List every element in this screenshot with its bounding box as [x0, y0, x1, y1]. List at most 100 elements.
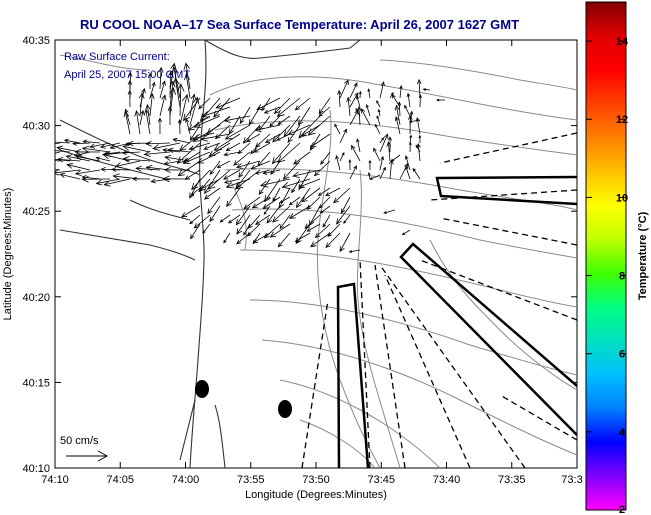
- current-vector-head: [346, 96, 351, 103]
- current-vector-head: [252, 238, 259, 244]
- current-vector: [376, 115, 381, 126]
- current-vector-head: [238, 172, 244, 178]
- current-vector-head: [353, 165, 357, 170]
- current-vector: [306, 196, 321, 210]
- current-vector: [379, 137, 384, 144]
- current-vector: [298, 106, 311, 126]
- current-vector: [378, 109, 381, 117]
- current-vector: [111, 168, 131, 171]
- current-vector-head: [416, 142, 421, 149]
- current-vector-head: [263, 232, 270, 239]
- current-vector-head: [304, 223, 311, 229]
- current-vector-head: [227, 219, 233, 224]
- y-tick-label: 40:30: [22, 121, 50, 133]
- current-vector: [185, 74, 191, 99]
- current-vector-head: [37, 165, 43, 170]
- current-vector-head: [294, 237, 300, 242]
- current-vector: [136, 110, 141, 135]
- current-vector-head: [57, 156, 64, 163]
- current-vector: [214, 133, 241, 151]
- current-annotation-line1: Raw Surface Current:: [64, 51, 170, 63]
- current-vector-head: [318, 204, 324, 209]
- current-vector-head: [189, 220, 194, 225]
- current-vector: [236, 160, 261, 168]
- current-vector-head: [121, 150, 127, 156]
- current-vector: [373, 148, 381, 162]
- current-vector: [55, 158, 71, 162]
- current-vector-head: [254, 170, 260, 175]
- current-vector: [398, 102, 401, 117]
- current-vector: [191, 187, 201, 196]
- current-vector-head: [162, 175, 170, 183]
- current-vector-head: [215, 133, 221, 140]
- current-vector: [165, 156, 191, 162]
- current-vector: [282, 178, 311, 188]
- current-vector-head: [215, 102, 223, 109]
- current-vector-head: [182, 113, 190, 122]
- current-vector-head: [225, 182, 233, 189]
- current-vector-head: [74, 170, 82, 177]
- current-vector-head: [122, 156, 130, 163]
- current-vector-head: [143, 108, 150, 116]
- current-vector-head: [167, 105, 173, 112]
- current-vector: [296, 187, 311, 208]
- current-vector: [347, 97, 351, 117]
- current-vector-head: [246, 231, 252, 237]
- current-vector: [264, 106, 281, 114]
- current-vector: [325, 187, 341, 196]
- current-vector-head: [236, 239, 242, 245]
- current-vector-head: [272, 136, 279, 143]
- current-vector-head: [122, 144, 131, 151]
- scale-label: 50 cm/s: [60, 435, 99, 447]
- current-vector: [82, 147, 111, 153]
- current-vector: [209, 160, 221, 175]
- current-vector: [277, 115, 291, 125]
- current-vector-head: [185, 117, 190, 123]
- current-vector-head: [310, 241, 317, 248]
- current-vector: [185, 118, 191, 135]
- current-vector: [279, 196, 291, 203]
- current-vector: [152, 142, 181, 150]
- current-vector-head: [337, 89, 342, 95]
- current-vector-head: [272, 197, 277, 202]
- current-vector: [145, 109, 151, 135]
- current-vector: [136, 167, 161, 171]
- current-vector-head: [145, 140, 152, 147]
- current-vector: [292, 169, 321, 177]
- current-vector-head: [66, 162, 73, 169]
- current-vector-head: [341, 152, 345, 156]
- current-vector: [335, 155, 341, 171]
- current-vector: [204, 169, 221, 194]
- current-vector: [224, 151, 241, 156]
- current-vector: [338, 90, 341, 108]
- current-vector: [389, 159, 393, 180]
- current-vector: [123, 158, 151, 162]
- current-vector: [310, 232, 331, 248]
- current-vector-head: [281, 182, 290, 189]
- current-vector: [295, 97, 311, 111]
- current-vector: [164, 160, 181, 165]
- current-vector-head: [320, 160, 325, 165]
- current-vector-head: [388, 159, 394, 165]
- current-vector-head: [161, 80, 166, 86]
- current-vector-head: [276, 137, 281, 141]
- current-vector: [278, 187, 291, 208]
- current-vector-head: [169, 80, 176, 88]
- current-vector-head: [81, 175, 89, 183]
- x-tick-label: 73:35: [498, 474, 526, 486]
- current-vector: [299, 178, 321, 188]
- current-vector: [334, 124, 341, 135]
- current-vector: [263, 205, 271, 215]
- current-vector-head: [109, 144, 116, 150]
- current-vector-head: [43, 147, 49, 153]
- current-vector: [226, 178, 251, 188]
- current-vector-head: [401, 232, 406, 236]
- colorbar-tick-label: 12: [616, 114, 628, 126]
- current-vector: [223, 169, 241, 180]
- current-vector-head: [358, 90, 362, 95]
- current-vector-head: [219, 219, 224, 223]
- current-vector: [229, 115, 241, 134]
- current-vector: [220, 214, 231, 223]
- current-vector-head: [435, 98, 440, 102]
- current-vector: [197, 151, 221, 164]
